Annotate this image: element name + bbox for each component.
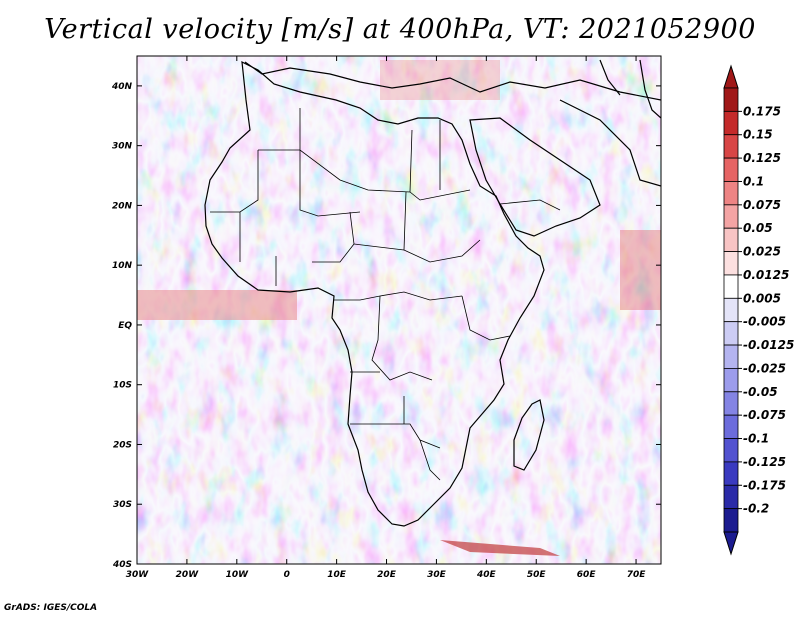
colorbar-segment	[723, 157, 739, 182]
colorbar-segment	[723, 87, 739, 112]
colorbar-label: 0.005	[743, 291, 781, 305]
lon-tick-label: 40E	[476, 570, 497, 580]
lon-tick-label: 10E	[327, 570, 347, 580]
lat-tick-label: 30S	[113, 500, 132, 510]
colorbar-segment	[723, 344, 739, 369]
colorbar-label: -0.025	[743, 361, 786, 375]
colorbar-label: -0.05	[743, 385, 778, 399]
lon-tick-label: 50E	[527, 570, 547, 580]
colorbar-segment	[723, 321, 739, 346]
map-title: Vertical velocity [m/s] at 400hPa, VT: 2…	[44, 14, 756, 45]
plot-frame	[136, 55, 662, 565]
colorbar-label: 0.075	[743, 198, 781, 212]
vertical-velocity-field	[137, 56, 661, 564]
colorbar-label: -0.1	[743, 432, 769, 446]
colorbar-segment	[723, 461, 739, 486]
lon-tick-label: 30W	[126, 570, 150, 580]
lon-tick-label: 10W	[226, 570, 250, 580]
colorbar-label: 0.175	[743, 104, 781, 118]
colorbar-segment	[723, 391, 739, 416]
colorbar-label: 0.125	[743, 151, 781, 165]
colorbar-segment	[723, 110, 739, 136]
lon-tick-label: 30E	[427, 570, 447, 580]
lat-tick-label: EQ	[118, 321, 132, 331]
africa-coastline	[204, 59, 661, 527]
colorbar-label: -0.075	[743, 408, 786, 422]
colorbar-segment	[723, 204, 739, 229]
latitude-axis: 40N 30N 20N 10N EQ 10S 20S 30S 40S	[111, 82, 661, 570]
colorbar-label: -0.125	[743, 455, 786, 469]
colorbar-segment	[723, 274, 739, 299]
lat-tick-label: 40N	[111, 82, 133, 92]
colorbar-label: -0.175	[743, 478, 786, 492]
lon-tick-label: 60E	[577, 570, 597, 580]
colorbar: 0.175 0.15 0.125 0.1 0.075 0.05 0.025 0.0125 0.0…	[723, 64, 794, 556]
lon-tick-label: 20E	[377, 570, 397, 580]
lon-tick-label: 20W	[176, 570, 200, 580]
colorbar-label: 0.05	[743, 221, 773, 235]
colorbar-label: 0.025	[743, 245, 781, 259]
colorbar-min-arrow	[723, 531, 739, 556]
colorbar-segment	[723, 134, 739, 159]
colorbar-segment	[723, 227, 739, 252]
lat-tick-label: 40S	[112, 560, 132, 570]
colorbar-label: 0.1	[743, 174, 764, 188]
colorbar-label: -0.0125	[743, 338, 794, 352]
lat-tick-label: 30N	[112, 142, 133, 152]
lon-tick-label: 0	[284, 570, 290, 580]
lat-tick-label: 10S	[113, 381, 132, 391]
colorbar-label: -0.005	[743, 315, 786, 329]
country-borders	[210, 108, 561, 481]
colorbar-segment	[723, 484, 739, 510]
lat-tick-label: 20N	[112, 201, 133, 211]
colorbar-segment	[723, 414, 739, 439]
colorbar-label: -0.2	[743, 502, 769, 516]
colorbar-segment	[723, 181, 739, 206]
colorbar-segment	[723, 508, 739, 533]
footer-credit: GrADS: IGES/COLA	[4, 603, 98, 613]
lon-tick-label: 70E	[627, 570, 647, 580]
lat-tick-label: 20S	[113, 440, 132, 450]
colorbar-segment	[723, 297, 739, 323]
colorbar-label: 0.0125	[743, 268, 789, 282]
colorbar-max-arrow	[723, 64, 739, 89]
colorbar-segment	[723, 368, 739, 393]
longitude-axis: 30W 20W 10W 0 10E 20E 30E 40E 50E 60E 70E	[126, 56, 646, 580]
lat-tick-label: 10N	[112, 261, 133, 271]
colorbar-label: 0.15	[743, 128, 773, 142]
colorbar-segment	[723, 438, 739, 463]
colorbar-segment	[723, 251, 739, 276]
